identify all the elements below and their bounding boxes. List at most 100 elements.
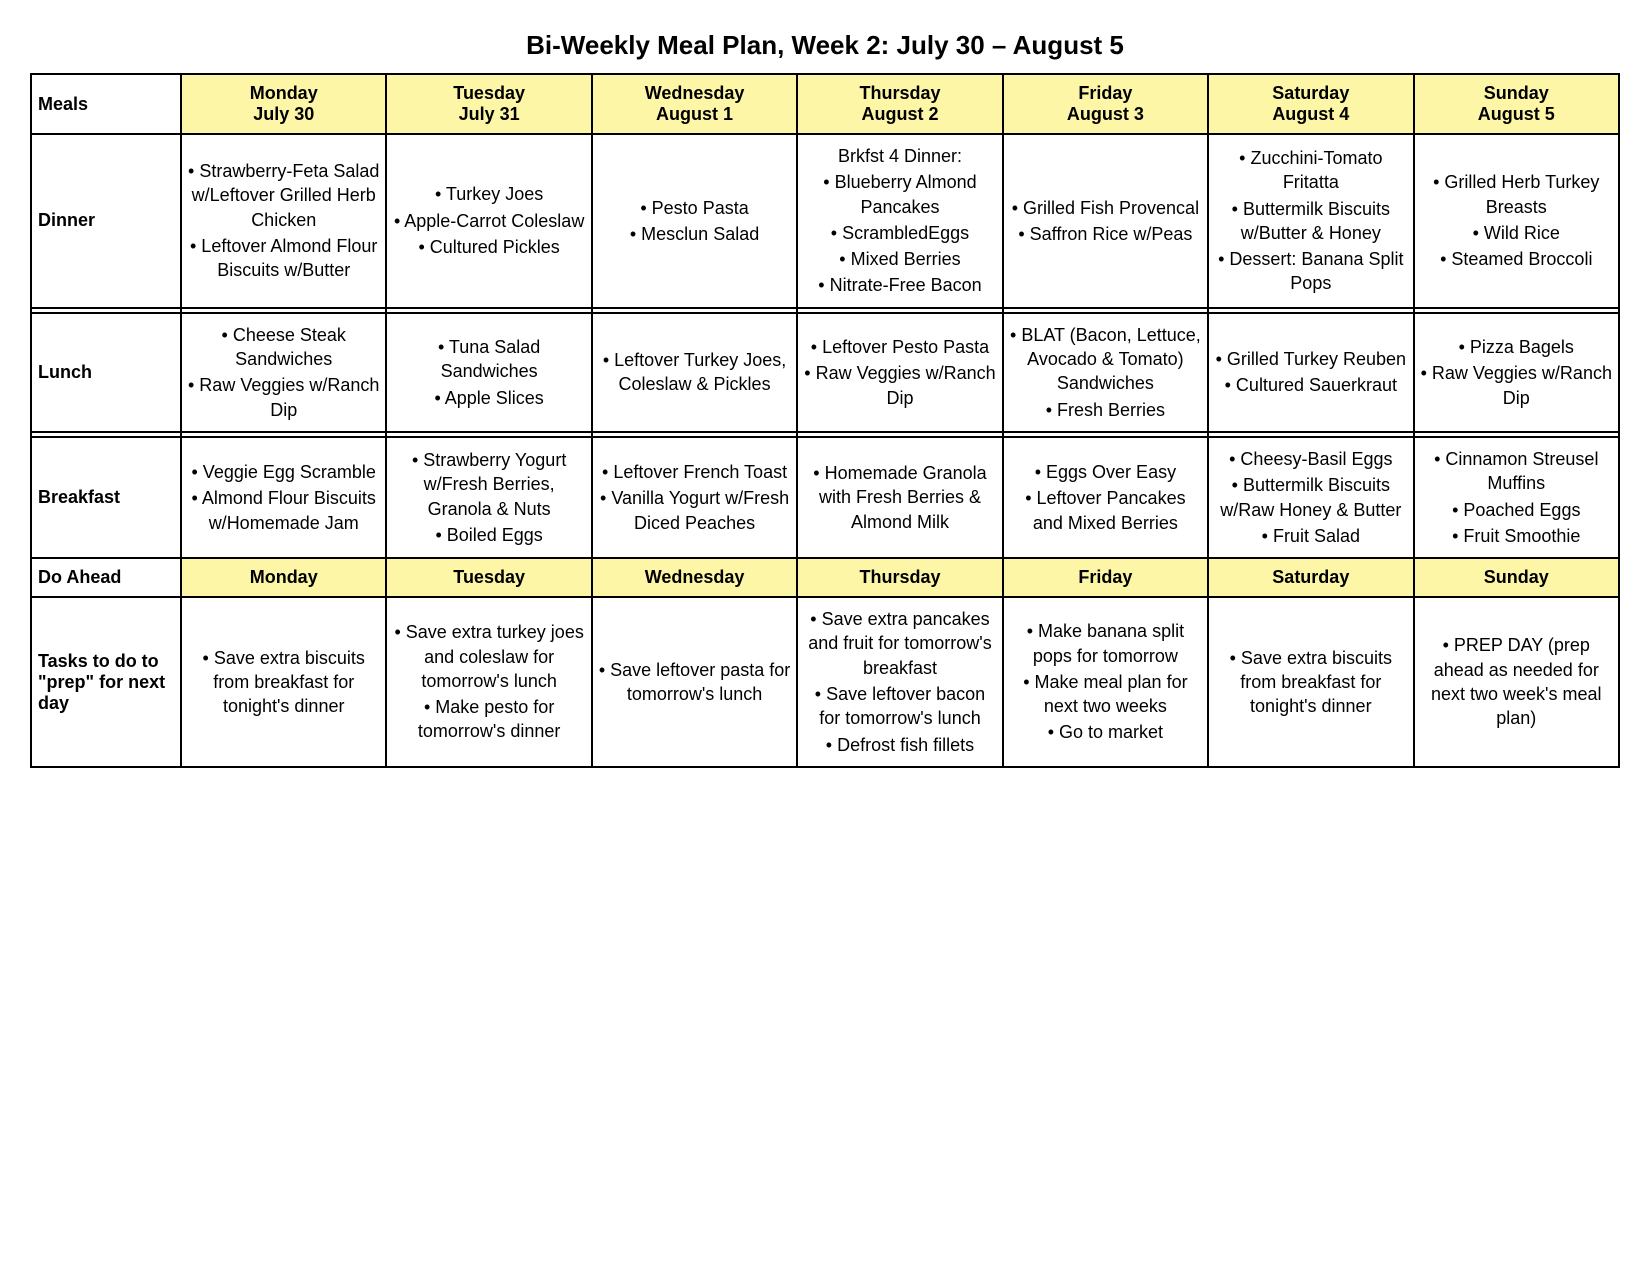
dinner-row: Dinner • Strawberry-Feta Salad w/Leftove…: [31, 134, 1619, 308]
breakfast-label: Breakfast: [31, 437, 181, 558]
list-item: • Fruit Salad: [1215, 523, 1406, 549]
do-ahead-label: Do Ahead: [31, 558, 181, 597]
day-header-wed: Wednesday August 1: [592, 74, 797, 134]
lunch-row: Lunch • Cheese Steak Sandwiches• Raw Veg…: [31, 313, 1619, 432]
list-item: • Saffron Rice w/Peas: [1010, 221, 1201, 247]
dinner-sat: • Zucchini-Tomato Fritatta• Buttermilk B…: [1208, 134, 1413, 308]
list-item: • Steamed Broccoli: [1421, 246, 1612, 272]
breakfast-thu: • Homemade Granola with Fresh Berries & …: [797, 437, 1002, 558]
lunch-sun: • Pizza Bagels• Raw Veggies w/Ranch Dip: [1414, 313, 1619, 432]
list-item: • Buttermilk Biscuits w/Butter & Honey: [1215, 196, 1406, 247]
dinner-thu: Brkfst 4 Dinner:• Blueberry Almond Panca…: [797, 134, 1002, 308]
tasks-thu: • Save extra pancakes and fruit for tomo…: [797, 597, 1002, 767]
dinner-fri: • Grilled Fish Provencal• Saffron Rice w…: [1003, 134, 1208, 308]
list-item: • Leftover Pesto Pasta: [804, 334, 995, 360]
list-item: • Fresh Berries: [1010, 397, 1201, 423]
list-item: • Cheesy-Basil Eggs: [1215, 446, 1406, 472]
breakfast-mon: • Veggie Egg Scramble• Almond Flour Bisc…: [181, 437, 386, 558]
list-item: • Almond Flour Biscuits w/Homemade Jam: [188, 485, 379, 536]
list-item: • Save extra biscuits from breakfast for…: [188, 645, 379, 720]
lunch-sat: • Grilled Turkey Reuben• Cultured Sauerk…: [1208, 313, 1413, 432]
tasks-wed: • Save leftover pasta for tomorrow's lun…: [592, 597, 797, 767]
list-item: • Veggie Egg Scramble: [188, 459, 379, 485]
list-item: • Grilled Turkey Reuben: [1215, 346, 1406, 372]
lunch-fri: • BLAT (Bacon, Lettuce, Avocado & Tomato…: [1003, 313, 1208, 432]
do-ahead-sat: Saturday: [1208, 558, 1413, 597]
list-item: • Go to market: [1010, 719, 1201, 745]
do-ahead-fri: Friday: [1003, 558, 1208, 597]
list-item: • Save extra turkey joes and coleslaw fo…: [393, 619, 584, 694]
list-item: • Defrost fish fillets: [804, 732, 995, 758]
list-item: • Turkey Joes: [393, 181, 584, 207]
list-item: • Make pesto for tomorrow's dinner: [393, 694, 584, 745]
list-item: • Boiled Eggs: [393, 522, 584, 548]
list-item: • Pizza Bagels: [1421, 334, 1612, 360]
meals-label: Meals: [31, 74, 181, 134]
list-item: • Raw Veggies w/Ranch Dip: [188, 372, 379, 423]
list-item: • Save leftover pasta for tomorrow's lun…: [599, 657, 790, 708]
list-item: • Strawberry Yogurt w/Fresh Berries, Gra…: [393, 447, 584, 522]
list-item: • Cultured Sauerkraut: [1215, 372, 1406, 398]
tasks-mon: • Save extra biscuits from breakfast for…: [181, 597, 386, 767]
list-item: • Pesto Pasta: [599, 195, 790, 221]
list-item: • PREP DAY (prep ahead as needed for nex…: [1421, 632, 1612, 731]
list-item: • Zucchini-Tomato Fritatta: [1215, 145, 1406, 196]
dinner-label: Dinner: [31, 134, 181, 308]
list-item: • Blueberry Almond Pancakes: [804, 169, 995, 220]
do-ahead-thu: Thursday: [797, 558, 1002, 597]
list-item: • Make banana split pops for tomorrow: [1010, 618, 1201, 669]
dinner-tue: • Turkey Joes• Apple-Carrot Coleslaw• Cu…: [386, 134, 591, 308]
list-item: • Raw Veggies w/Ranch Dip: [1421, 360, 1612, 411]
page-title: Bi-Weekly Meal Plan, Week 2: July 30 – A…: [30, 30, 1620, 61]
list-item: • Poached Eggs: [1421, 497, 1612, 523]
tasks-fri: • Make banana split pops for tomorrow• M…: [1003, 597, 1208, 767]
do-ahead-sun: Sunday: [1414, 558, 1619, 597]
do-ahead-header-row: Do Ahead Monday Tuesday Wednesday Thursd…: [31, 558, 1619, 597]
list-item: • Cinnamon Streusel Muffins: [1421, 446, 1612, 497]
list-item: • Make meal plan for next two weeks: [1010, 669, 1201, 720]
dinner-sun: • Grilled Herb Turkey Breasts• Wild Rice…: [1414, 134, 1619, 308]
lunch-tue: • Tuna Salad Sandwiches• Apple Slices: [386, 313, 591, 432]
breakfast-tue: • Strawberry Yogurt w/Fresh Berries, Gra…: [386, 437, 591, 558]
list-item: • Eggs Over Easy: [1010, 459, 1201, 485]
list-item: • Save leftover bacon for tomorrow's lun…: [804, 681, 995, 732]
day-header-sat: Saturday August 4: [1208, 74, 1413, 134]
list-item: Brkfst 4 Dinner:: [804, 143, 995, 169]
tasks-sun: • PREP DAY (prep ahead as needed for nex…: [1414, 597, 1619, 767]
list-item: • Save extra pancakes and fruit for tomo…: [804, 606, 995, 681]
do-ahead-wed: Wednesday: [592, 558, 797, 597]
list-item: • Fruit Smoothie: [1421, 523, 1612, 549]
meal-plan-table: Meals Monday July 30 Tuesday July 31 Wed…: [30, 73, 1620, 768]
breakfast-fri: • Eggs Over Easy• Leftover Pancakes and …: [1003, 437, 1208, 558]
tasks-label: Tasks to do to "prep" for next day: [31, 597, 181, 767]
dinner-wed: • Pesto Pasta• Mesclun Salad: [592, 134, 797, 308]
breakfast-sat: • Cheesy-Basil Eggs• Buttermilk Biscuits…: [1208, 437, 1413, 558]
lunch-thu: • Leftover Pesto Pasta• Raw Veggies w/Ra…: [797, 313, 1002, 432]
day-header-thu: Thursday August 2: [797, 74, 1002, 134]
list-item: • Mixed Berries: [804, 246, 995, 272]
list-item: • BLAT (Bacon, Lettuce, Avocado & Tomato…: [1010, 322, 1201, 397]
day-header-fri: Friday August 3: [1003, 74, 1208, 134]
list-item: • Grilled Fish Provencal: [1010, 195, 1201, 221]
list-item: • Leftover Almond Flour Biscuits w/Butte…: [188, 233, 379, 284]
list-item: • Buttermilk Biscuits w/Raw Honey & Butt…: [1215, 472, 1406, 523]
dinner-mon: • Strawberry-Feta Salad w/Leftover Grill…: [181, 134, 386, 308]
list-item: • Grilled Herb Turkey Breasts: [1421, 169, 1612, 220]
list-item: • Cheese Steak Sandwiches: [188, 322, 379, 373]
breakfast-row: Breakfast • Veggie Egg Scramble• Almond …: [31, 437, 1619, 558]
day-header-mon: Monday July 30: [181, 74, 386, 134]
lunch-wed: • Leftover Turkey Joes, Coleslaw & Pickl…: [592, 313, 797, 432]
list-item: • Dessert: Banana Split Pops: [1215, 246, 1406, 297]
list-item: • Leftover French Toast: [599, 459, 790, 485]
header-row-days: Meals Monday July 30 Tuesday July 31 Wed…: [31, 74, 1619, 134]
lunch-label: Lunch: [31, 313, 181, 432]
tasks-sat: • Save extra biscuits from breakfast for…: [1208, 597, 1413, 767]
list-item: • Apple-Carrot Coleslaw: [393, 208, 584, 234]
list-item: • Homemade Granola with Fresh Berries & …: [804, 460, 995, 535]
tasks-tue: • Save extra turkey joes and coleslaw fo…: [386, 597, 591, 767]
do-ahead-tue: Tuesday: [386, 558, 591, 597]
list-item: • Save extra biscuits from breakfast for…: [1215, 645, 1406, 720]
day-header-sun: Sunday August 5: [1414, 74, 1619, 134]
tasks-row: Tasks to do to "prep" for next day • Sav…: [31, 597, 1619, 767]
list-item: • Cultured Pickles: [393, 234, 584, 260]
